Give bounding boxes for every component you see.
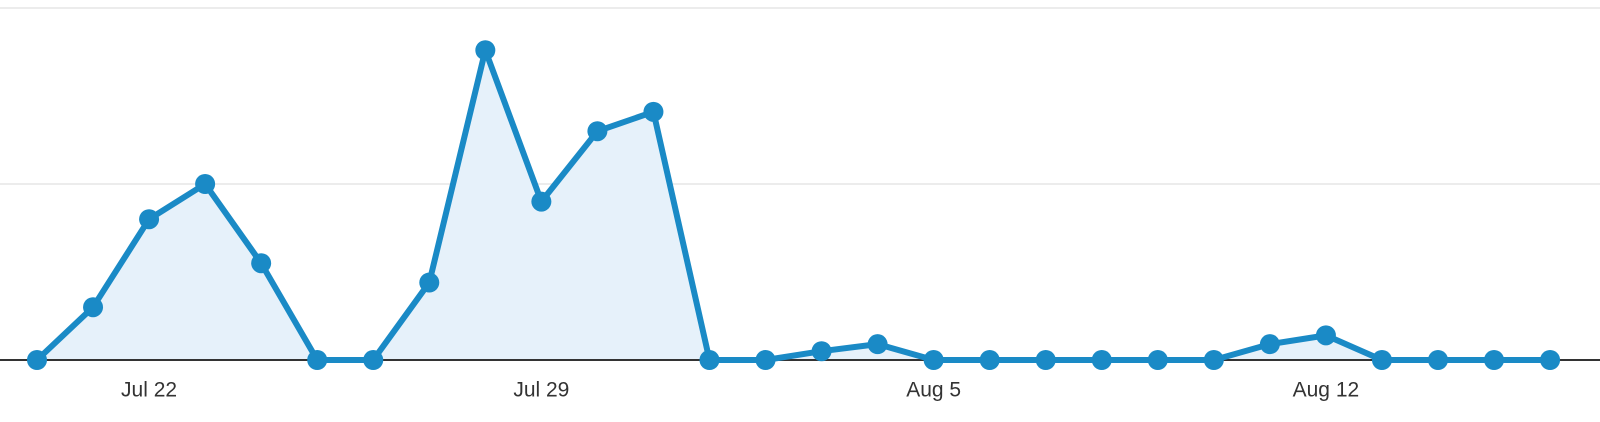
point xyxy=(923,350,944,370)
point xyxy=(811,341,832,362)
point xyxy=(1371,350,1392,370)
point xyxy=(1315,325,1336,346)
point xyxy=(363,350,384,370)
point xyxy=(1259,334,1280,355)
x-tick-label: Aug 12 xyxy=(1293,379,1360,402)
point xyxy=(1203,350,1224,370)
area xyxy=(37,50,1551,361)
x-tick-label: Jul 29 xyxy=(513,379,569,402)
point xyxy=(419,272,440,293)
point xyxy=(1035,350,1056,370)
point xyxy=(307,350,328,370)
point xyxy=(251,253,272,274)
point xyxy=(1147,350,1168,370)
point xyxy=(1428,350,1448,370)
point xyxy=(475,40,496,61)
point xyxy=(1540,350,1561,370)
point xyxy=(139,209,160,230)
line xyxy=(34,47,1551,363)
point xyxy=(27,350,47,370)
point xyxy=(643,101,664,122)
x-tick-label: Jul 22 xyxy=(121,379,177,402)
x-tick-label: Aug 5 xyxy=(906,379,961,402)
point xyxy=(83,297,104,318)
point xyxy=(755,350,776,370)
point xyxy=(587,121,608,142)
point xyxy=(867,334,888,355)
point xyxy=(979,350,1000,370)
point xyxy=(1484,350,1505,370)
point xyxy=(531,191,552,212)
point xyxy=(195,174,216,194)
point xyxy=(1091,350,1112,370)
point xyxy=(699,350,720,370)
